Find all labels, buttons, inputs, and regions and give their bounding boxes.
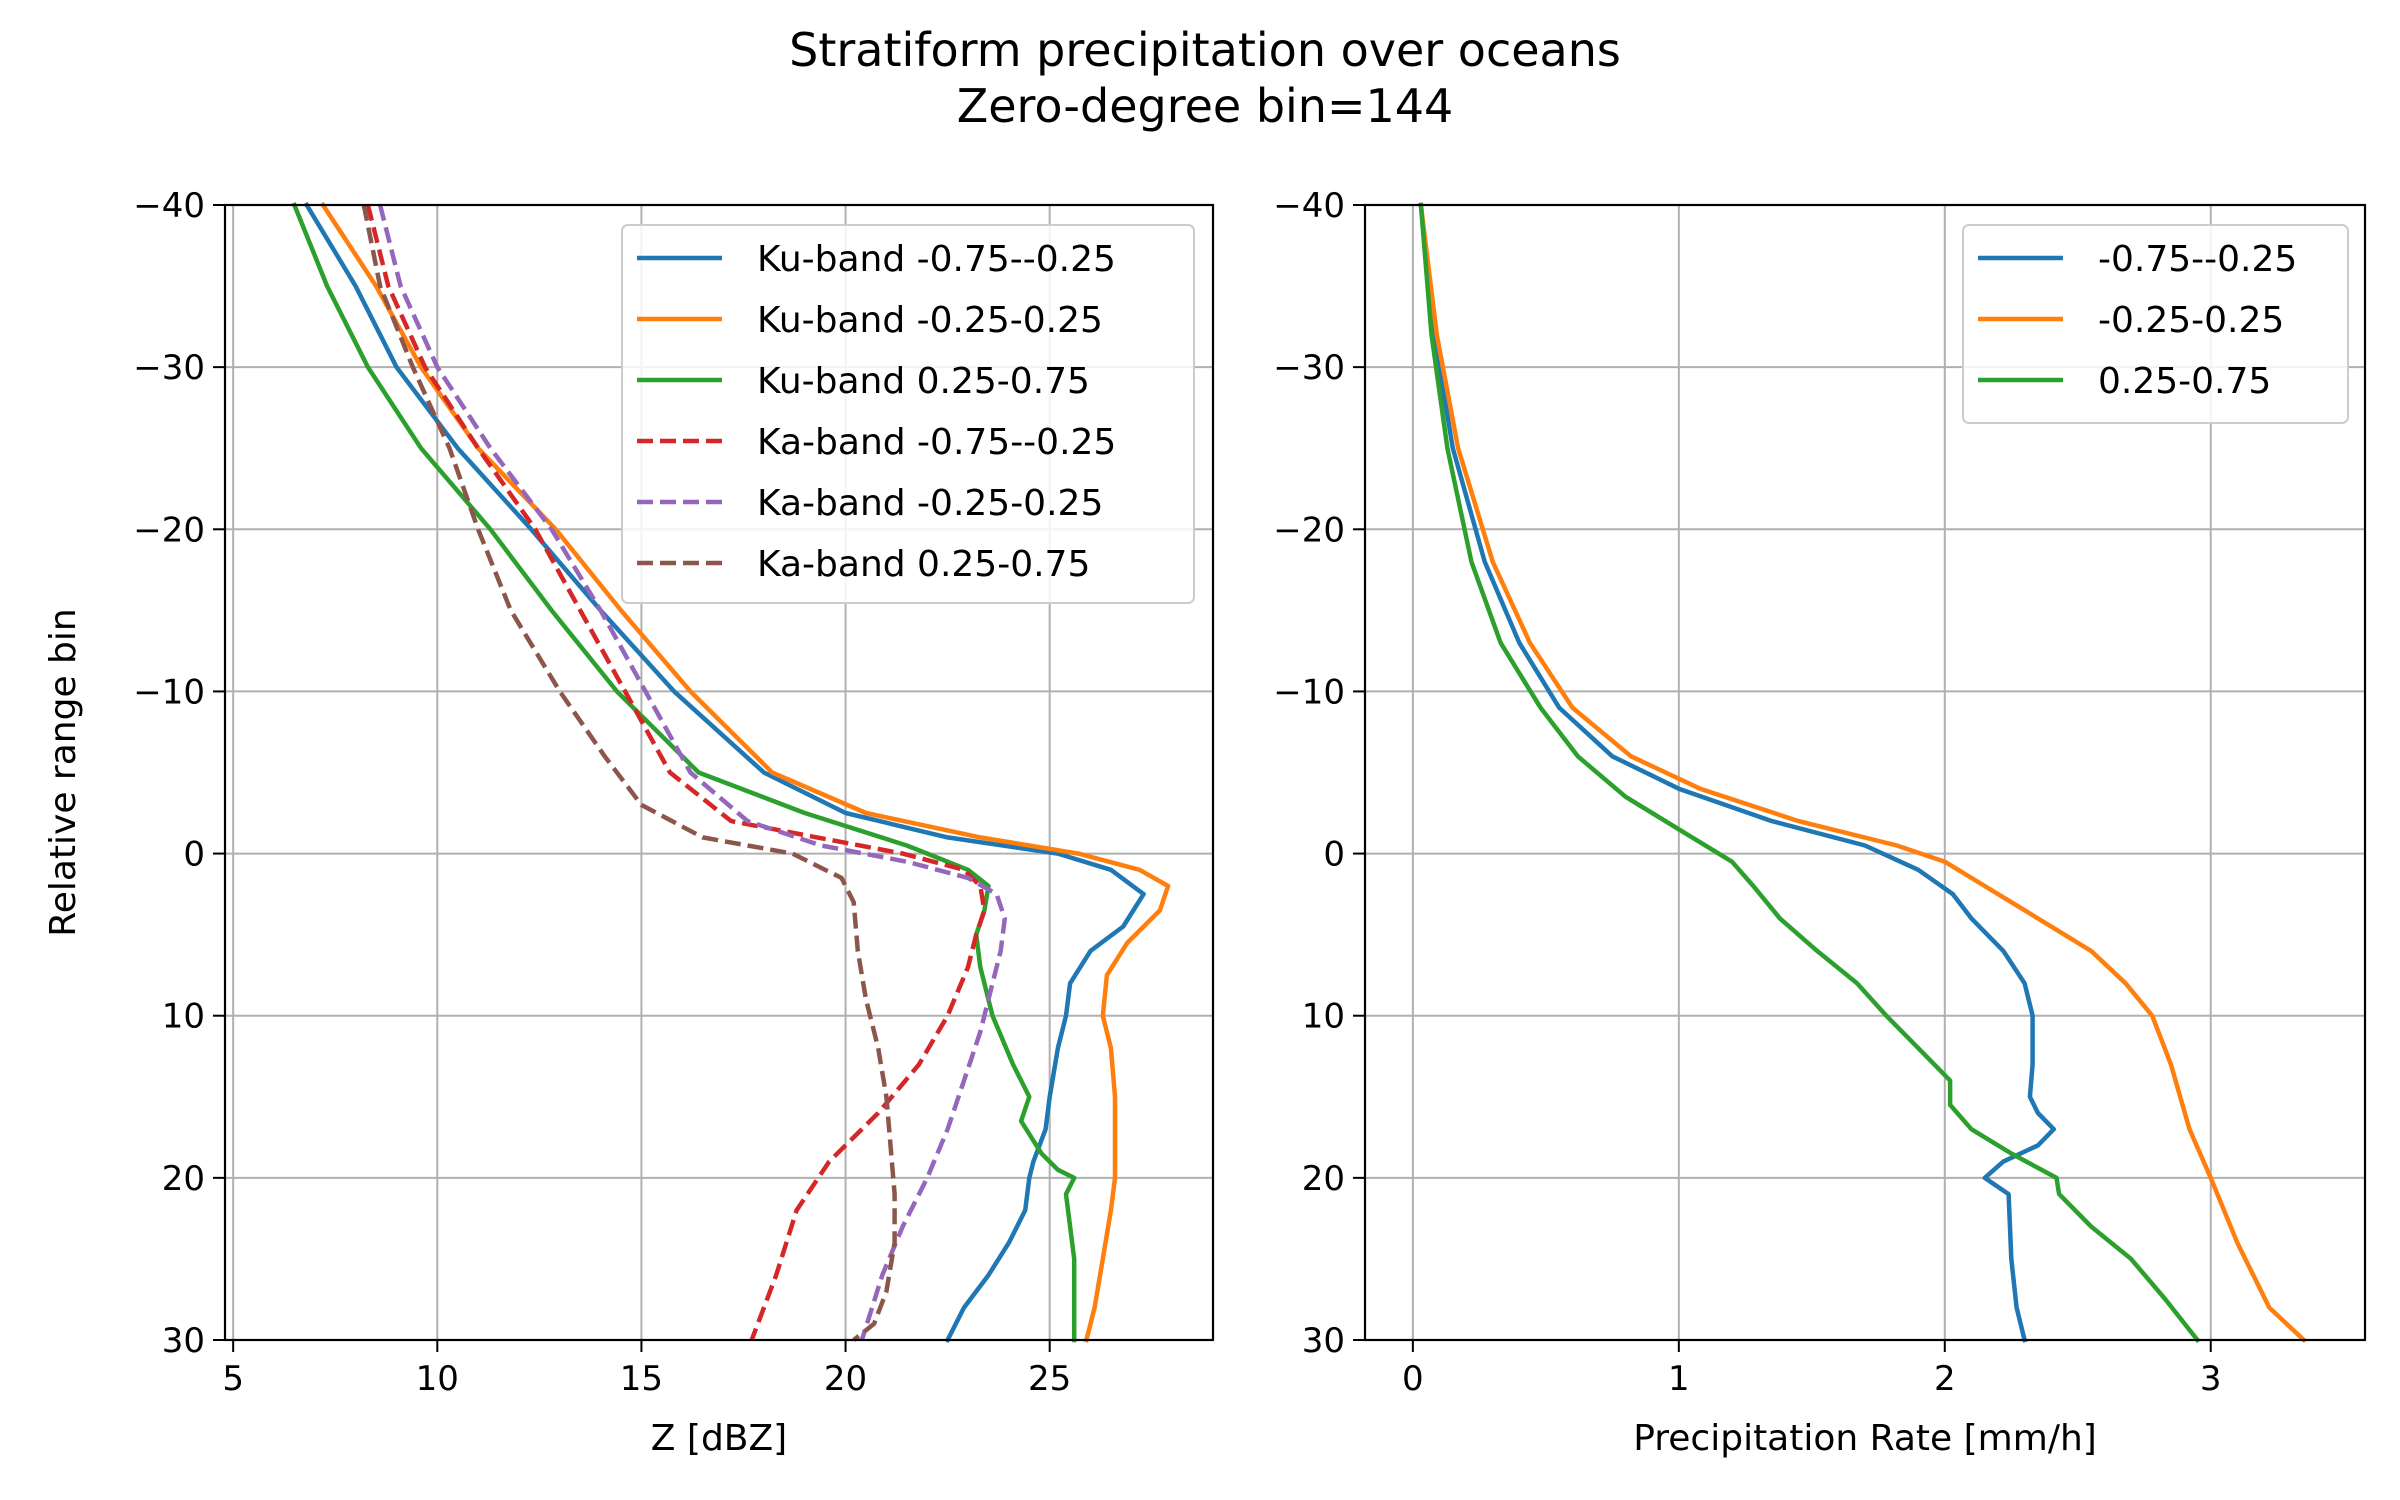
x-tick-label: 15 [620,1359,663,1399]
series-line-0-4 [377,204,1008,1341]
axes-frame [223,203,1215,1342]
legend-label-0: Ku-band -0.75--0.25 [757,239,1116,280]
y-tick-label: −40 [1273,186,1345,226]
figure-title: Stratiform precipitation over oceans [789,23,1621,77]
x-tick-label: 5 [222,1359,244,1399]
y-tick-label: 20 [162,1159,205,1199]
legend-label-1: Ku-band -0.25-0.25 [757,300,1103,341]
y-tick-label: −10 [133,672,205,712]
legend-box [1962,224,2349,424]
x-tick-label: 3 [2200,1359,2222,1399]
y-tick-label: −20 [133,510,205,550]
legend-box [621,224,1195,604]
figure-subtitle: Zero-degree bin=144 [957,79,1454,133]
axes-frame [1363,203,2367,1342]
series-line-0-5 [361,204,897,1342]
x-tick-label: 0 [1402,1359,1424,1399]
y-tick-label: 0 [183,835,205,875]
legend-label-5: Ka-band 0.25-0.75 [757,544,1090,585]
series-line-0-0 [303,201,1146,1344]
left-reflectivity-panel: 5 10 15 20 25 −40 −30 −20 −10 0 10 20 30 Z [dBZ] Relat… [43,186,1215,1459]
series-line-1-2 [1418,202,2201,1344]
y-axis-label: Relative range bin [43,608,84,936]
y-tick-label: 30 [1302,1321,1345,1361]
x-axis-label: Z [dBZ] [651,1418,787,1459]
x-tick-label: 10 [416,1359,459,1399]
x-axis-label: Precipitation Rate [mm/h] [1633,1418,2097,1459]
y-tick-label: −10 [1273,672,1345,712]
y-tick-label: −30 [133,348,205,388]
series-line-1-0 [1418,202,2057,1343]
right-precip-rate-panel: 0 1 2 3 −40 −30 −20 −10 0 10 20 30 Precipitation Rat… [1273,186,2367,1459]
y-tick-label: −30 [1273,348,1345,388]
legend-label-2: Ku-band 0.25-0.75 [757,361,1090,402]
legend-label-1: -0.25-0.25 [2098,300,2284,341]
y-tick-label: −20 [1273,510,1345,550]
x-tick-label: 2 [1934,1359,1956,1399]
legend-label-2: 0.25-0.75 [2098,361,2271,402]
y-tick-label: 20 [1302,1159,1345,1199]
series-line-0-2 [291,202,1077,1343]
y-tick-label: −40 [133,186,205,226]
legend-label-4: Ka-band -0.25-0.25 [757,483,1103,524]
legend-label-0: -0.75--0.25 [2098,239,2297,280]
y-tick-label: 30 [162,1321,205,1361]
series-line-1-1 [1418,202,2307,1344]
x-tick-label: 25 [1028,1359,1071,1399]
y-tick-label: 10 [162,997,205,1037]
x-tick-label: 1 [1668,1359,1690,1399]
x-tick-label: 20 [824,1359,867,1399]
y-tick-label: 0 [1323,835,1345,875]
legend-label-3: Ka-band -0.75--0.25 [757,422,1116,463]
y-tick-label: 10 [1302,997,1345,1037]
series-line-0-3 [365,204,987,1341]
